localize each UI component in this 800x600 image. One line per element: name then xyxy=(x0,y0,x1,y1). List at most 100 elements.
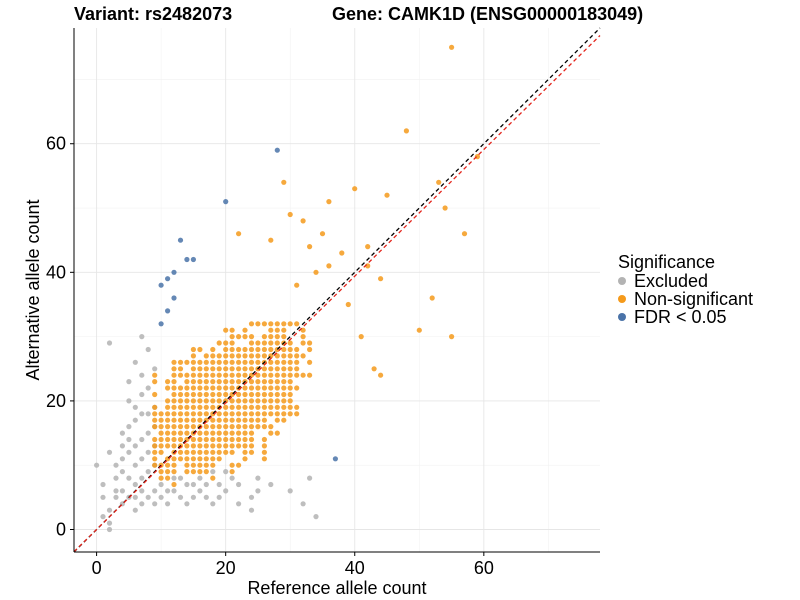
point-non-significant xyxy=(268,398,274,404)
point-non-significant xyxy=(287,398,293,404)
point-fdr-0-05 xyxy=(171,295,177,301)
point-non-significant xyxy=(184,385,190,391)
point-non-significant xyxy=(287,411,293,417)
point-non-significant xyxy=(197,366,203,372)
point-non-significant xyxy=(242,424,248,430)
point-non-significant xyxy=(274,334,280,340)
point-non-significant xyxy=(210,366,216,372)
point-non-significant xyxy=(165,430,171,436)
point-non-significant xyxy=(177,436,184,443)
point-non-significant xyxy=(261,346,267,353)
point-non-significant xyxy=(190,353,196,359)
point-non-significant xyxy=(287,353,293,359)
point-non-significant xyxy=(268,359,274,365)
point-non-significant xyxy=(248,334,255,340)
point-non-significant xyxy=(197,436,203,443)
point-non-significant xyxy=(197,359,203,365)
point-non-significant xyxy=(203,436,209,443)
point-non-significant xyxy=(152,372,158,378)
point-excluded xyxy=(139,372,145,378)
point-non-significant xyxy=(287,372,293,378)
point-non-significant xyxy=(261,334,267,340)
point-excluded xyxy=(152,366,158,372)
point-non-significant xyxy=(190,424,196,430)
point-non-significant xyxy=(274,321,280,327)
point-non-significant xyxy=(203,456,209,462)
point-non-significant xyxy=(190,398,196,404)
point-non-significant xyxy=(177,366,184,372)
point-excluded xyxy=(132,417,138,423)
point-non-significant xyxy=(461,231,468,237)
point-non-significant xyxy=(190,411,196,417)
point-non-significant xyxy=(223,359,229,365)
point-non-significant xyxy=(171,391,177,398)
point-non-significant xyxy=(281,359,287,365)
point-non-significant xyxy=(287,379,293,385)
point-non-significant xyxy=(165,443,171,449)
point-non-significant xyxy=(210,398,216,404)
point-non-significant xyxy=(229,385,235,391)
point-non-significant xyxy=(294,359,300,365)
point-non-significant xyxy=(242,391,248,398)
point-non-significant xyxy=(177,424,184,430)
point-non-significant xyxy=(236,462,242,468)
point-non-significant xyxy=(190,404,196,410)
point-non-significant xyxy=(236,436,242,443)
point-excluded xyxy=(171,475,177,481)
point-non-significant xyxy=(287,346,293,353)
point-non-significant xyxy=(203,443,209,449)
point-non-significant xyxy=(242,411,248,417)
point-non-significant xyxy=(261,353,267,359)
point-non-significant xyxy=(248,443,255,449)
point-non-significant xyxy=(294,282,300,288)
point-non-significant xyxy=(236,231,242,237)
point-non-significant xyxy=(242,430,248,436)
point-non-significant xyxy=(152,456,158,462)
point-non-significant xyxy=(236,353,242,359)
point-non-significant xyxy=(319,231,326,237)
point-excluded xyxy=(229,475,235,481)
point-excluded xyxy=(152,488,158,494)
point-non-significant xyxy=(261,436,267,443)
point-non-significant xyxy=(248,346,255,353)
point-non-significant xyxy=(449,44,455,50)
point-excluded xyxy=(126,424,132,430)
point-non-significant xyxy=(268,411,274,417)
point-non-significant xyxy=(210,449,216,455)
point-excluded xyxy=(139,456,145,462)
point-non-significant xyxy=(197,411,203,417)
point-non-significant xyxy=(197,404,203,410)
point-non-significant xyxy=(165,404,171,410)
point-excluded xyxy=(236,501,242,507)
point-non-significant xyxy=(416,327,422,333)
point-non-significant xyxy=(236,359,242,365)
point-non-significant xyxy=(210,443,216,449)
point-excluded xyxy=(313,514,319,520)
point-non-significant xyxy=(300,334,306,340)
point-non-significant xyxy=(177,430,184,436)
point-excluded xyxy=(145,469,151,475)
point-excluded xyxy=(248,507,255,513)
point-non-significant xyxy=(197,417,203,423)
point-non-significant xyxy=(268,366,274,372)
point-non-significant xyxy=(177,391,184,398)
point-non-significant xyxy=(255,379,261,385)
x-axis-label: Reference allele count xyxy=(247,578,426,598)
point-non-significant xyxy=(171,359,177,365)
point-non-significant xyxy=(210,379,216,385)
point-excluded xyxy=(255,475,261,481)
legend-key-excluded xyxy=(618,277,626,285)
point-non-significant xyxy=(274,411,280,417)
x-tick-label: 20 xyxy=(216,558,236,578)
point-excluded xyxy=(113,488,119,494)
point-non-significant xyxy=(261,449,267,455)
point-non-significant xyxy=(242,443,248,449)
point-non-significant xyxy=(171,424,177,430)
point-excluded xyxy=(106,507,113,513)
point-excluded xyxy=(190,481,196,488)
point-non-significant xyxy=(203,359,209,365)
point-excluded xyxy=(216,481,222,488)
point-excluded xyxy=(139,436,145,443)
point-excluded xyxy=(184,501,190,507)
point-non-significant xyxy=(184,469,190,475)
